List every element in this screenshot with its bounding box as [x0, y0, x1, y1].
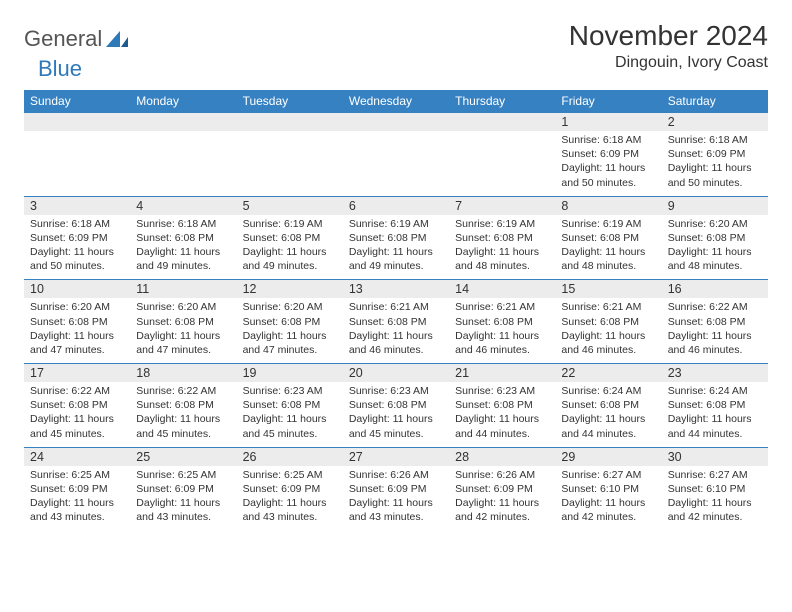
page-header: General November 2024 Dingouin, Ivory Co… — [24, 20, 768, 72]
week-num-row: 17181920212223 — [24, 363, 768, 382]
day-number: 3 — [24, 197, 130, 215]
day-number: 23 — [662, 364, 768, 382]
day-cell: Sunrise: 6:19 AM Sunset: 6:08 PM Dayligh… — [343, 215, 449, 280]
day-number: 2 — [662, 113, 768, 131]
month-title: November 2024 — [569, 20, 768, 52]
day-number: 27 — [343, 448, 449, 466]
week-num-row: 10111213141516 — [24, 279, 768, 298]
week-body-row: Sunrise: 6:25 AM Sunset: 6:09 PM Dayligh… — [24, 466, 768, 531]
day-number: 14 — [449, 280, 555, 298]
day-number — [449, 113, 555, 131]
day-number: 19 — [237, 364, 343, 382]
day-number: 15 — [555, 280, 661, 298]
day-cell — [24, 131, 130, 196]
day-cell: Sunrise: 6:18 AM Sunset: 6:09 PM Dayligh… — [662, 131, 768, 196]
day-cell — [449, 131, 555, 196]
day-cell: Sunrise: 6:23 AM Sunset: 6:08 PM Dayligh… — [237, 382, 343, 447]
logo-text-general: General — [24, 26, 102, 52]
day-cell: Sunrise: 6:19 AM Sunset: 6:08 PM Dayligh… — [237, 215, 343, 280]
day-cell — [130, 131, 236, 196]
day-cell: Sunrise: 6:25 AM Sunset: 6:09 PM Dayligh… — [130, 466, 236, 531]
logo: General — [24, 20, 130, 52]
logo-text-blue: Blue — [38, 56, 82, 82]
day-cell: Sunrise: 6:18 AM Sunset: 6:09 PM Dayligh… — [24, 215, 130, 280]
day-cell: Sunrise: 6:22 AM Sunset: 6:08 PM Dayligh… — [24, 382, 130, 447]
day-cell: Sunrise: 6:18 AM Sunset: 6:08 PM Dayligh… — [130, 215, 236, 280]
day-cell: Sunrise: 6:20 AM Sunset: 6:08 PM Dayligh… — [237, 298, 343, 363]
day-cell: Sunrise: 6:23 AM Sunset: 6:08 PM Dayligh… — [343, 382, 449, 447]
day-cell: Sunrise: 6:19 AM Sunset: 6:08 PM Dayligh… — [555, 215, 661, 280]
day-number: 9 — [662, 197, 768, 215]
day-cell — [237, 131, 343, 196]
day-number: 5 — [237, 197, 343, 215]
weekday-monday: Monday — [130, 90, 236, 112]
day-cell: Sunrise: 6:27 AM Sunset: 6:10 PM Dayligh… — [662, 466, 768, 531]
weekday-wednesday: Wednesday — [343, 90, 449, 112]
day-cell: Sunrise: 6:25 AM Sunset: 6:09 PM Dayligh… — [237, 466, 343, 531]
week-body-row: Sunrise: 6:22 AM Sunset: 6:08 PM Dayligh… — [24, 382, 768, 447]
day-cell: Sunrise: 6:21 AM Sunset: 6:08 PM Dayligh… — [555, 298, 661, 363]
day-number: 29 — [555, 448, 661, 466]
day-cell: Sunrise: 6:23 AM Sunset: 6:08 PM Dayligh… — [449, 382, 555, 447]
week-body-row: Sunrise: 6:18 AM Sunset: 6:09 PM Dayligh… — [24, 215, 768, 280]
day-number: 13 — [343, 280, 449, 298]
day-number: 16 — [662, 280, 768, 298]
day-cell: Sunrise: 6:25 AM Sunset: 6:09 PM Dayligh… — [24, 466, 130, 531]
day-cell: Sunrise: 6:21 AM Sunset: 6:08 PM Dayligh… — [343, 298, 449, 363]
weekday-saturday: Saturday — [662, 90, 768, 112]
day-number: 6 — [343, 197, 449, 215]
week-num-row: 12 — [24, 112, 768, 131]
weekday-tuesday: Tuesday — [237, 90, 343, 112]
day-number: 11 — [130, 280, 236, 298]
day-number: 18 — [130, 364, 236, 382]
location-label: Dingouin, Ivory Coast — [569, 54, 768, 72]
day-number: 20 — [343, 364, 449, 382]
day-number: 4 — [130, 197, 236, 215]
week-body-row: Sunrise: 6:20 AM Sunset: 6:08 PM Dayligh… — [24, 298, 768, 363]
day-number: 10 — [24, 280, 130, 298]
title-block: November 2024 Dingouin, Ivory Coast — [569, 20, 768, 72]
day-number: 12 — [237, 280, 343, 298]
sail-icon — [106, 31, 128, 47]
weekday-thursday: Thursday — [449, 90, 555, 112]
week-num-row: 24252627282930 — [24, 447, 768, 466]
day-cell: Sunrise: 6:26 AM Sunset: 6:09 PM Dayligh… — [343, 466, 449, 531]
day-number: 25 — [130, 448, 236, 466]
day-number: 26 — [237, 448, 343, 466]
day-number — [237, 113, 343, 131]
day-cell — [343, 131, 449, 196]
day-cell: Sunrise: 6:22 AM Sunset: 6:08 PM Dayligh… — [130, 382, 236, 447]
day-number: 30 — [662, 448, 768, 466]
weekday-header: Sunday Monday Tuesday Wednesday Thursday… — [24, 90, 768, 112]
day-number: 7 — [449, 197, 555, 215]
day-number: 22 — [555, 364, 661, 382]
calendar: Sunday Monday Tuesday Wednesday Thursday… — [24, 90, 768, 530]
day-number: 28 — [449, 448, 555, 466]
week-body-row: Sunrise: 6:18 AM Sunset: 6:09 PM Dayligh… — [24, 131, 768, 196]
weekday-sunday: Sunday — [24, 90, 130, 112]
day-number — [343, 113, 449, 131]
calendar-body: 12Sunrise: 6:18 AM Sunset: 6:09 PM Dayli… — [24, 112, 768, 530]
day-cell: Sunrise: 6:24 AM Sunset: 6:08 PM Dayligh… — [662, 382, 768, 447]
day-number: 8 — [555, 197, 661, 215]
day-number: 21 — [449, 364, 555, 382]
day-cell: Sunrise: 6:20 AM Sunset: 6:08 PM Dayligh… — [24, 298, 130, 363]
day-number: 17 — [24, 364, 130, 382]
day-cell: Sunrise: 6:24 AM Sunset: 6:08 PM Dayligh… — [555, 382, 661, 447]
day-number: 1 — [555, 113, 661, 131]
weekday-friday: Friday — [555, 90, 661, 112]
day-cell: Sunrise: 6:22 AM Sunset: 6:08 PM Dayligh… — [662, 298, 768, 363]
day-cell: Sunrise: 6:20 AM Sunset: 6:08 PM Dayligh… — [662, 215, 768, 280]
day-cell: Sunrise: 6:20 AM Sunset: 6:08 PM Dayligh… — [130, 298, 236, 363]
day-number: 24 — [24, 448, 130, 466]
day-cell: Sunrise: 6:18 AM Sunset: 6:09 PM Dayligh… — [555, 131, 661, 196]
day-cell: Sunrise: 6:21 AM Sunset: 6:08 PM Dayligh… — [449, 298, 555, 363]
day-cell: Sunrise: 6:19 AM Sunset: 6:08 PM Dayligh… — [449, 215, 555, 280]
day-cell: Sunrise: 6:27 AM Sunset: 6:10 PM Dayligh… — [555, 466, 661, 531]
week-num-row: 3456789 — [24, 196, 768, 215]
day-number — [24, 113, 130, 131]
day-number — [130, 113, 236, 131]
day-cell: Sunrise: 6:26 AM Sunset: 6:09 PM Dayligh… — [449, 466, 555, 531]
